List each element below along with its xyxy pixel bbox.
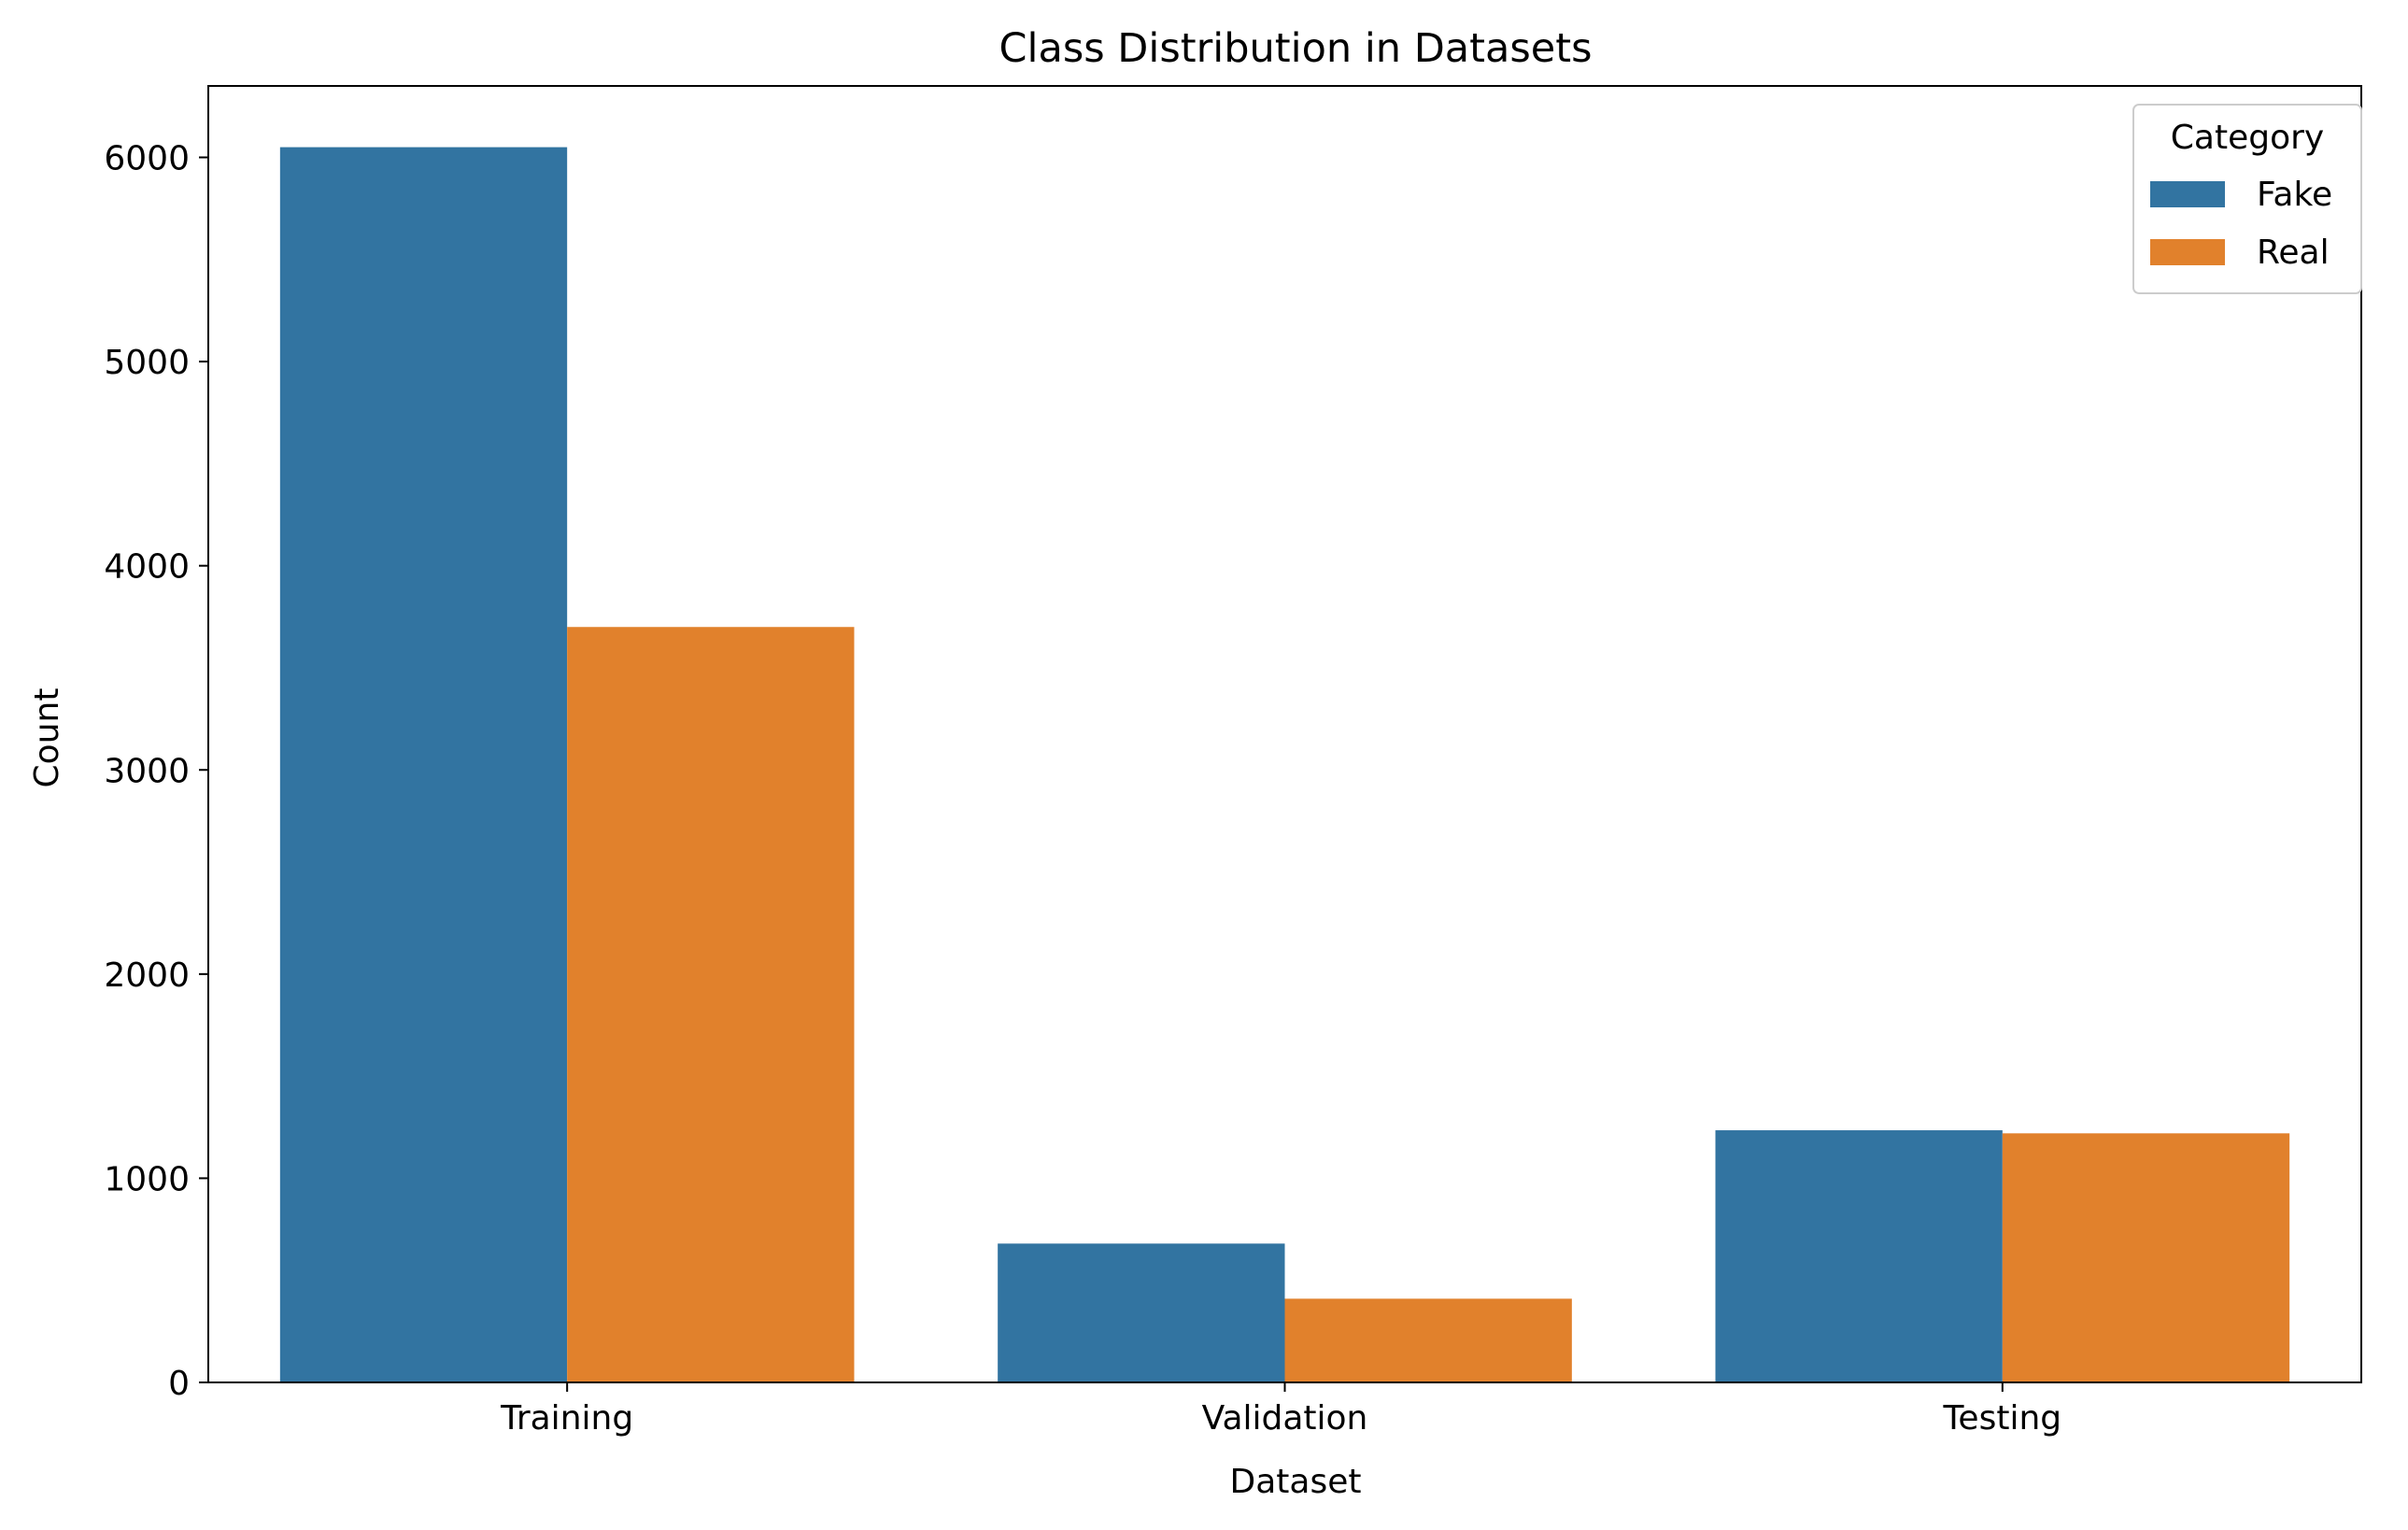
plot-area: 0 1000 2000 3000 4000 5000 6000 Training Validat… (104, 85, 2362, 1438)
legend-swatch-fake (2150, 181, 2225, 207)
bar-real-validation (1284, 1298, 1572, 1382)
legend-label-real: Real (2257, 234, 2330, 272)
bar-fake-training (279, 147, 568, 1382)
chart-title: Class Distribution in Datasets (999, 25, 1593, 72)
y-tick-label: 0 (168, 1365, 190, 1403)
legend: Category Fake Real (2132, 104, 2362, 294)
x-tick-label-training: Training (500, 1399, 633, 1438)
bar-fake-testing (1715, 1130, 2003, 1382)
bar-real-testing (2002, 1133, 2290, 1382)
y-tick-label: 6000 (104, 140, 190, 178)
y-tick-label: 3000 (104, 752, 190, 790)
legend-title: Category (2171, 119, 2324, 157)
legend-swatch-real (2150, 239, 2225, 265)
y-tick-label: 2000 (104, 956, 190, 995)
y-tick-label: 5000 (104, 344, 190, 382)
y-axis-title: Count (28, 688, 66, 788)
y-tick-label: 4000 (104, 548, 190, 587)
bar-fake-validation (998, 1243, 1285, 1382)
x-axis-title: Dataset (1230, 1463, 1362, 1501)
bar-real-training (567, 627, 855, 1382)
legend-label-fake: Fake (2257, 176, 2332, 214)
y-tick-label: 1000 (104, 1160, 190, 1198)
x-tick-label-testing: Testing (1943, 1399, 2062, 1438)
x-tick-label-validation: Validation (1202, 1399, 1368, 1438)
